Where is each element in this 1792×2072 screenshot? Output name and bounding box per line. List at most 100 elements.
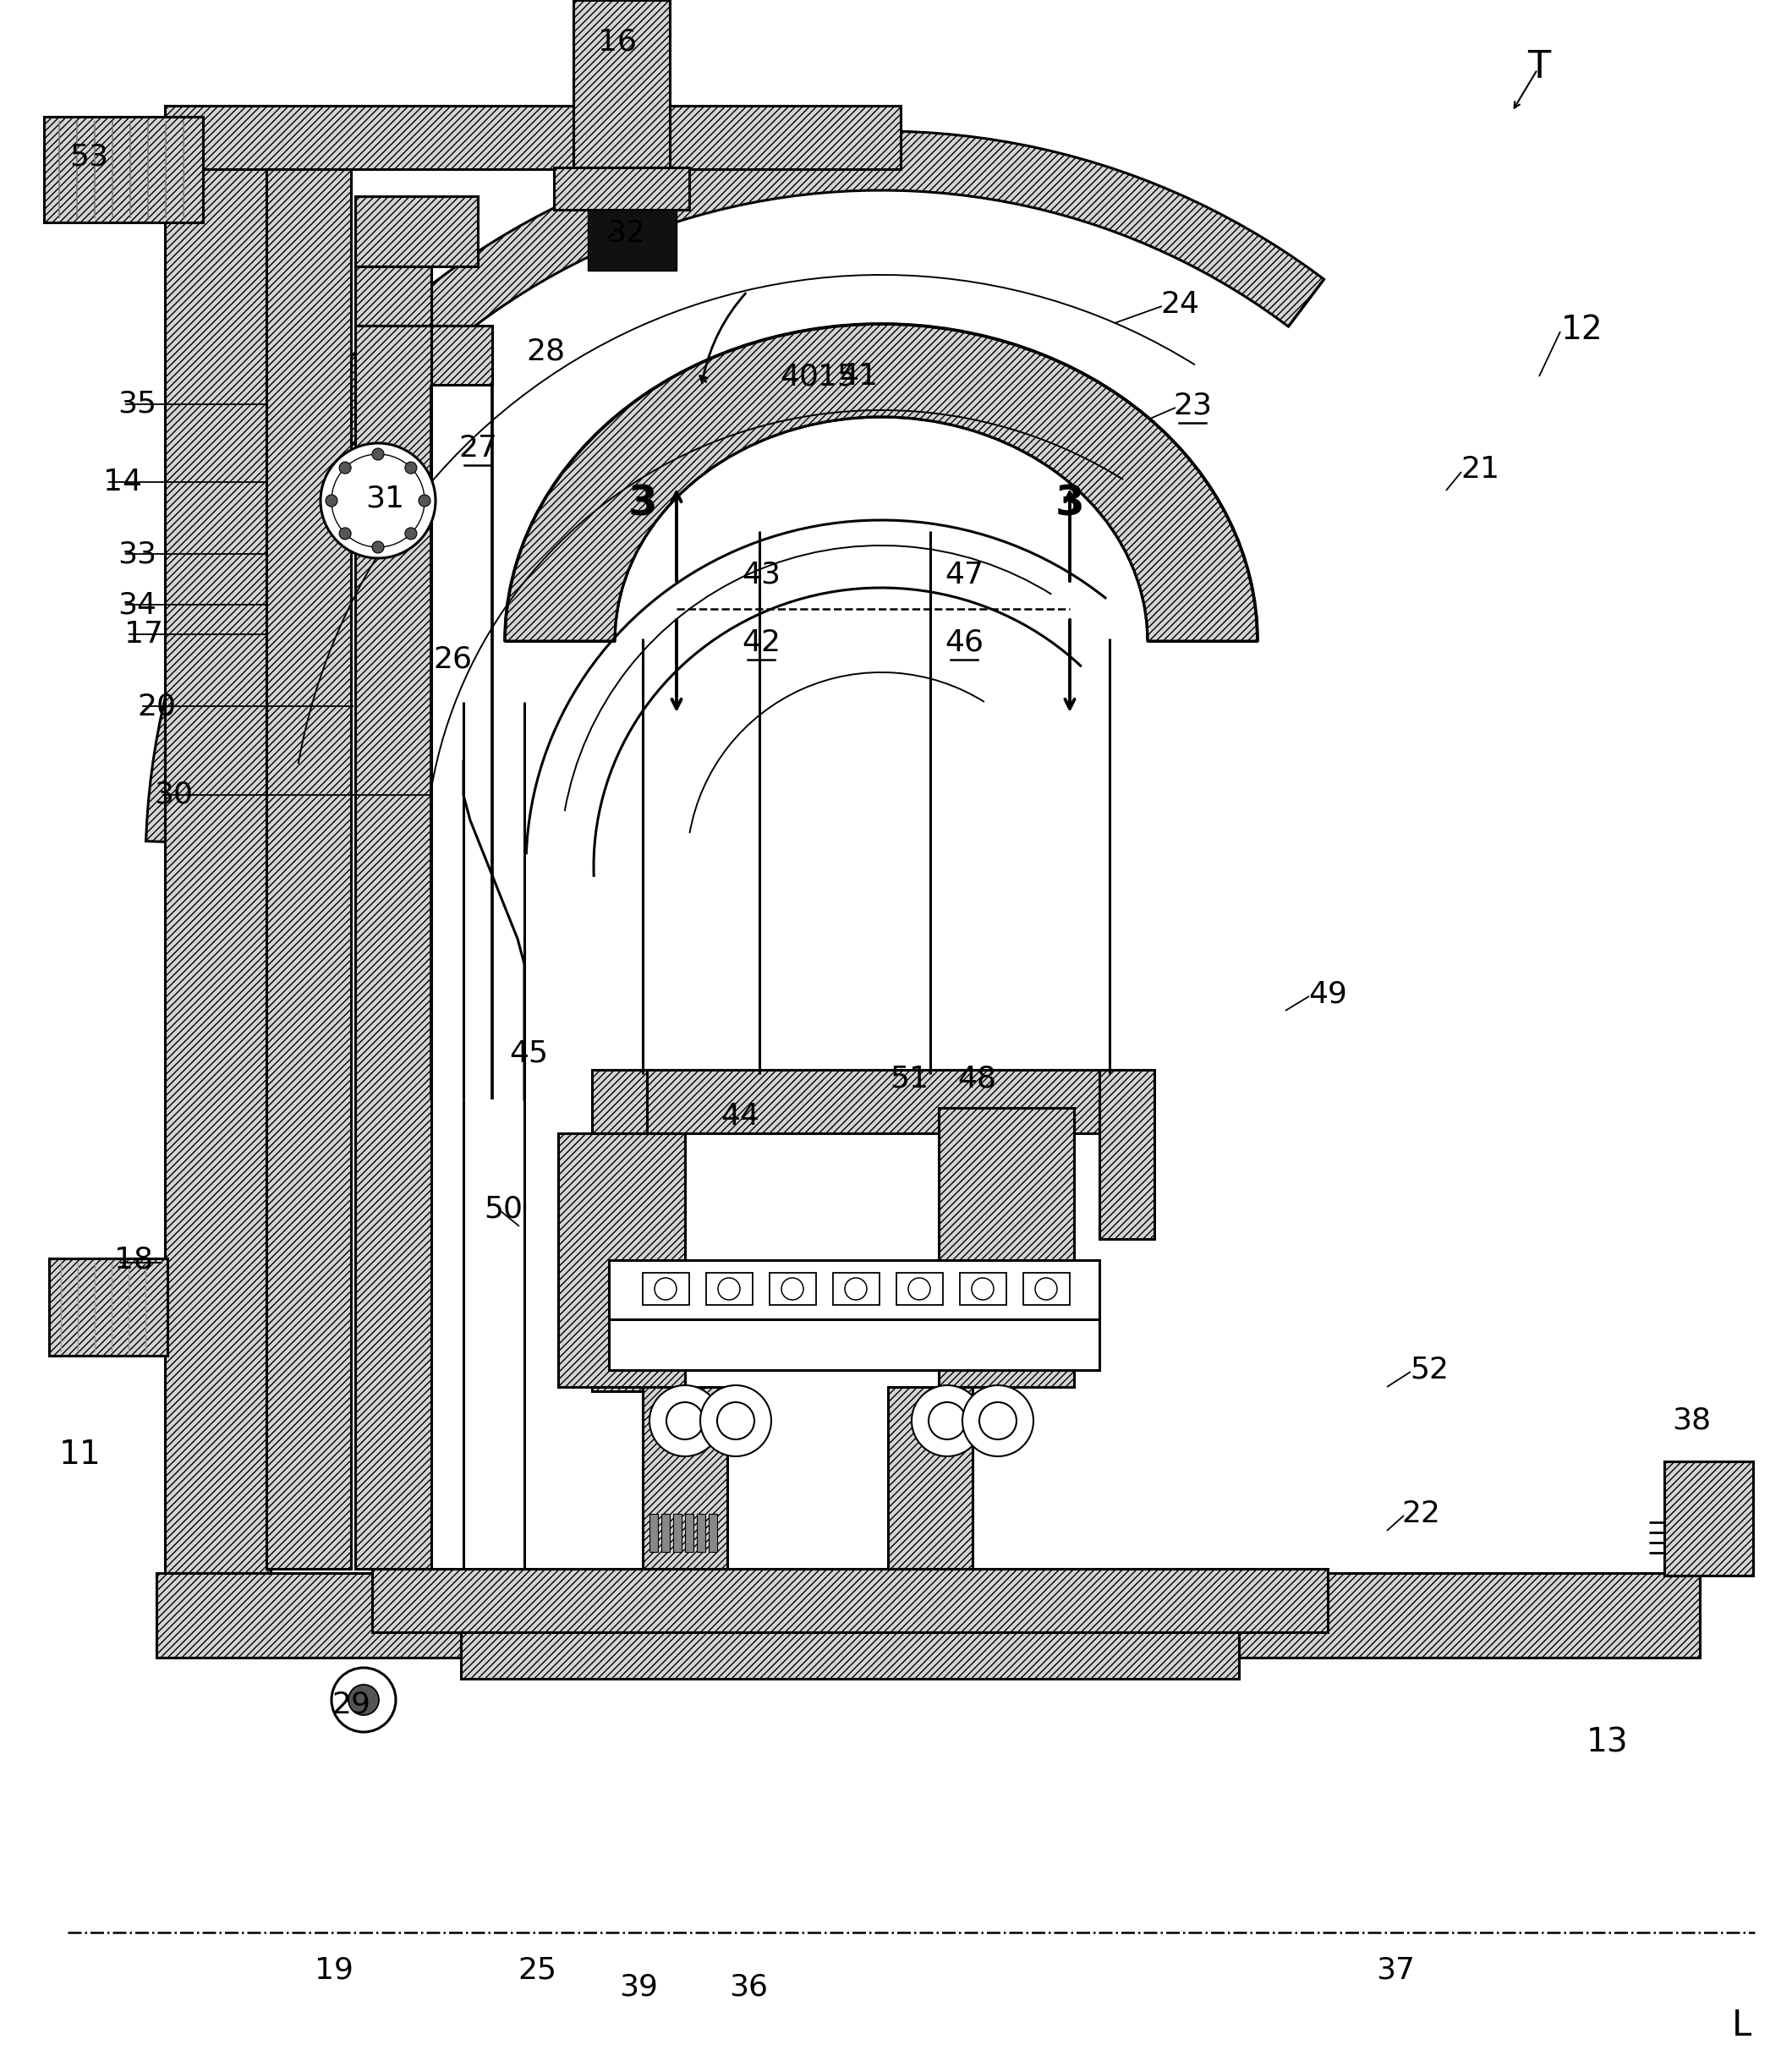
Circle shape bbox=[654, 1278, 677, 1299]
Bar bbox=[591, 1069, 647, 1390]
Bar bbox=[769, 1272, 815, 1305]
Polygon shape bbox=[554, 168, 690, 209]
Text: L: L bbox=[1733, 2008, 1753, 2043]
Bar bbox=[1023, 1272, 1070, 1305]
Bar bbox=[373, 1569, 1328, 1633]
Circle shape bbox=[332, 1668, 396, 1732]
Text: 24: 24 bbox=[1159, 290, 1199, 319]
Polygon shape bbox=[588, 209, 677, 271]
Text: 12: 12 bbox=[1561, 313, 1602, 346]
Text: 18: 18 bbox=[115, 1245, 152, 1274]
Text: 38: 38 bbox=[1672, 1407, 1711, 1436]
Text: 36: 36 bbox=[729, 1973, 769, 2002]
Circle shape bbox=[348, 1685, 378, 1716]
Bar bbox=[697, 1515, 706, 1552]
Circle shape bbox=[326, 495, 337, 506]
Polygon shape bbox=[145, 131, 1324, 843]
Circle shape bbox=[701, 1386, 771, 1457]
Polygon shape bbox=[573, 0, 670, 174]
Polygon shape bbox=[156, 1573, 1701, 1658]
Circle shape bbox=[962, 1386, 1034, 1457]
Bar bbox=[609, 1260, 1098, 1320]
Circle shape bbox=[667, 1403, 704, 1440]
Text: 39: 39 bbox=[618, 1973, 658, 2002]
Bar bbox=[961, 1272, 1007, 1305]
Circle shape bbox=[405, 462, 418, 474]
Bar bbox=[643, 1386, 728, 1581]
Circle shape bbox=[649, 1386, 720, 1457]
Circle shape bbox=[719, 1278, 740, 1299]
Bar bbox=[643, 1069, 1113, 1133]
Text: 22: 22 bbox=[1401, 1500, 1441, 1529]
Circle shape bbox=[909, 1278, 930, 1299]
Bar bbox=[461, 1633, 1238, 1678]
Text: 26: 26 bbox=[434, 644, 471, 673]
Polygon shape bbox=[355, 228, 432, 1569]
Text: 50: 50 bbox=[484, 1196, 523, 1225]
Text: 16: 16 bbox=[599, 27, 636, 56]
Text: 21: 21 bbox=[1460, 456, 1500, 483]
Bar bbox=[706, 1272, 753, 1305]
Text: 43: 43 bbox=[742, 562, 781, 588]
Bar bbox=[1098, 1069, 1154, 1239]
Circle shape bbox=[339, 462, 351, 474]
Circle shape bbox=[971, 1278, 995, 1299]
Bar bbox=[685, 1515, 694, 1552]
Text: 3: 3 bbox=[1055, 483, 1084, 524]
Text: 45: 45 bbox=[509, 1038, 548, 1067]
Text: 51: 51 bbox=[889, 1063, 928, 1092]
Text: 44: 44 bbox=[720, 1102, 760, 1131]
Circle shape bbox=[717, 1403, 754, 1440]
Bar bbox=[643, 1272, 690, 1305]
Bar bbox=[609, 1320, 1098, 1370]
Bar bbox=[48, 1258, 167, 1355]
Text: 34: 34 bbox=[118, 591, 156, 620]
Polygon shape bbox=[432, 325, 493, 385]
Text: 48: 48 bbox=[957, 1063, 996, 1092]
Polygon shape bbox=[267, 170, 351, 1569]
Text: 33: 33 bbox=[118, 539, 156, 568]
Circle shape bbox=[912, 1386, 982, 1457]
Circle shape bbox=[928, 1403, 966, 1440]
Text: 31: 31 bbox=[366, 485, 405, 514]
Polygon shape bbox=[165, 106, 271, 1573]
Circle shape bbox=[405, 528, 418, 539]
Polygon shape bbox=[355, 197, 478, 267]
Circle shape bbox=[342, 464, 414, 537]
Text: 32: 32 bbox=[606, 218, 645, 247]
Circle shape bbox=[781, 1278, 803, 1299]
Text: 30: 30 bbox=[154, 781, 194, 810]
Bar bbox=[557, 1133, 685, 1386]
Bar bbox=[708, 1515, 717, 1552]
Polygon shape bbox=[45, 116, 202, 222]
Bar bbox=[833, 1272, 880, 1305]
Polygon shape bbox=[355, 267, 432, 325]
Circle shape bbox=[373, 448, 383, 460]
Text: 41: 41 bbox=[839, 363, 878, 392]
Circle shape bbox=[1036, 1278, 1057, 1299]
Text: 40: 40 bbox=[780, 363, 819, 392]
Polygon shape bbox=[165, 106, 901, 170]
Text: 35: 35 bbox=[118, 390, 156, 419]
Polygon shape bbox=[505, 323, 1258, 640]
Text: 20: 20 bbox=[136, 692, 176, 721]
Text: 15: 15 bbox=[817, 363, 857, 392]
Text: 19: 19 bbox=[315, 1956, 353, 1985]
Bar bbox=[896, 1272, 943, 1305]
Text: 14: 14 bbox=[104, 468, 142, 497]
Text: 17: 17 bbox=[124, 620, 163, 649]
Text: 29: 29 bbox=[332, 1691, 371, 1718]
Text: 46: 46 bbox=[944, 628, 984, 657]
Text: 49: 49 bbox=[1308, 980, 1348, 1009]
Bar bbox=[1665, 1461, 1753, 1575]
Circle shape bbox=[373, 541, 383, 553]
Circle shape bbox=[339, 528, 351, 539]
Text: 37: 37 bbox=[1376, 1956, 1416, 1985]
Bar bbox=[674, 1515, 681, 1552]
Bar bbox=[889, 1386, 973, 1581]
Circle shape bbox=[978, 1403, 1016, 1440]
Text: 28: 28 bbox=[527, 336, 564, 365]
Text: 42: 42 bbox=[742, 628, 781, 657]
Text: 27: 27 bbox=[459, 433, 496, 462]
Circle shape bbox=[332, 454, 425, 547]
